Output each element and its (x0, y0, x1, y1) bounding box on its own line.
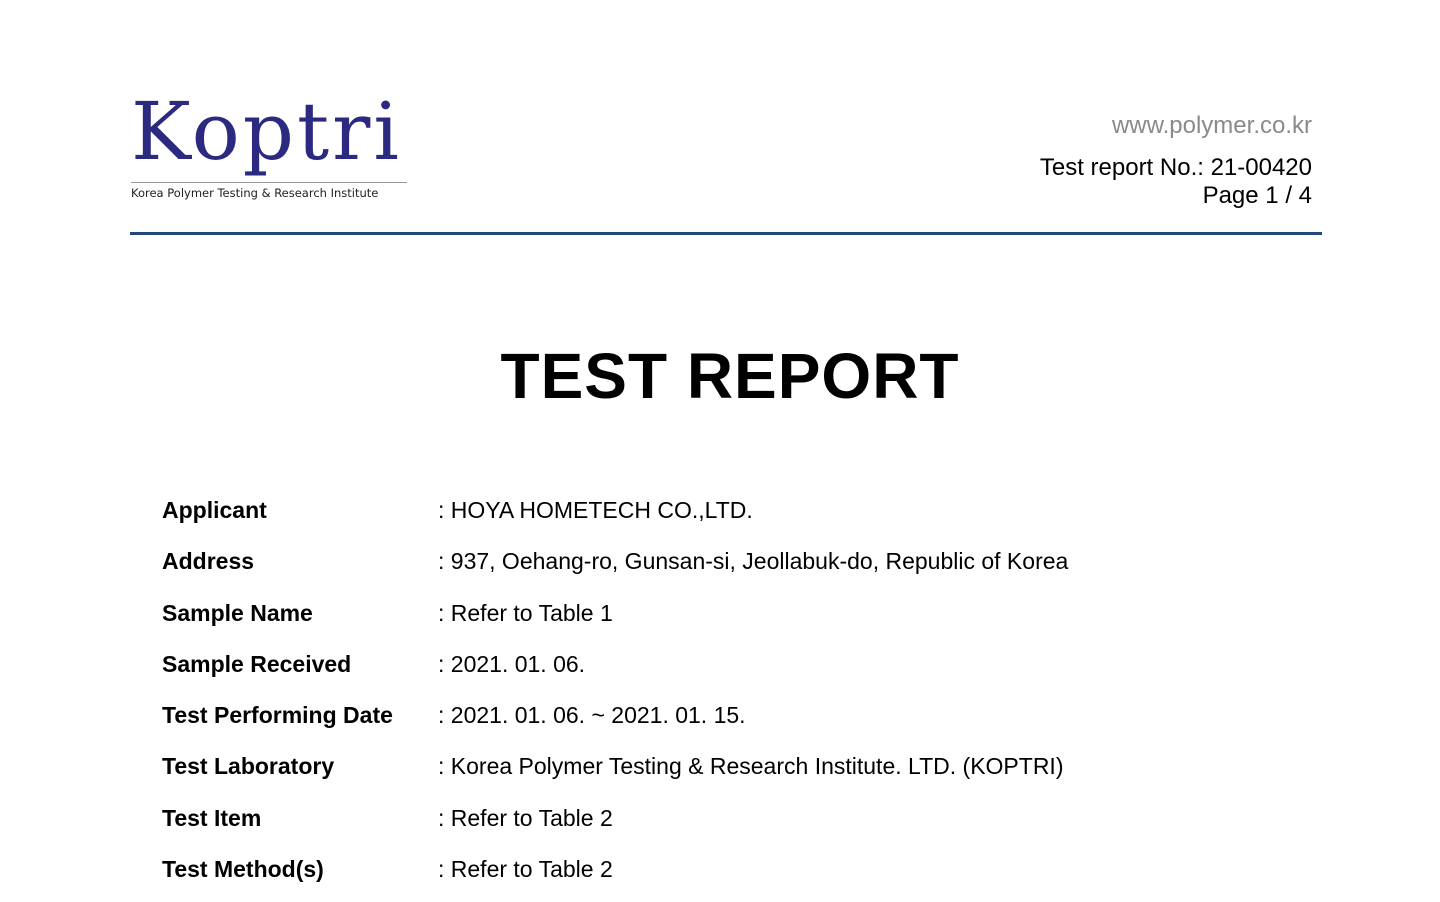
field-label: Sample Name (162, 599, 313, 626)
field-label: Applicant (162, 497, 267, 523)
field-row: Test Item : Refer to Table 2 (162, 800, 1068, 851)
page-title: TEST REPORT (500, 340, 960, 412)
field-value: : 2021. 01. 06. (438, 650, 586, 677)
field-row: Test Laboratory : Korea Polymer Testing &… (162, 748, 1068, 799)
field-value: : 2021. 01. 06. ~ 2021. 01. 15. (438, 702, 746, 729)
website-url: www.polymer.co.kr (1111, 112, 1312, 139)
field-value: : 937, Oehang-ro, Gunsan-si, Jeollabuk-d… (438, 548, 1069, 575)
field-value: : Refer to Table 2 (438, 856, 613, 883)
field-label: Address (162, 548, 255, 575)
report-header-info: www.polymer.co.kr Test report No.: 21-00… (1040, 112, 1312, 210)
field-label: Test Performing Date (162, 702, 393, 729)
field-row: Test Method(s) : Refer to Table 2 (162, 851, 1068, 902)
field-row: Test Performing Date : 2021. 01. 06. ~ 20… (162, 697, 1068, 748)
logo-divider (131, 182, 407, 183)
logo-subtitle: Korea Polymer Testing & Research Institu… (131, 186, 379, 200)
logo-wordmark: Koptri (131, 85, 402, 178)
header-divider (130, 232, 1322, 235)
field-value: : HOYA HOMETECH CO.,LTD. (438, 497, 753, 523)
field-row: Address : 937, Oehang-ro, Gunsan-si, Jeol… (162, 543, 1068, 594)
field-label: Sample Received (162, 650, 352, 677)
field-row: Sample Name : Refer to Table 1 (162, 595, 1068, 646)
field-label: Test Item (162, 804, 262, 831)
report-fields: Applicant : HOYA HOMETECH CO.,LTD. Addres… (162, 492, 1068, 902)
field-value: : Refer to Table 2 (438, 804, 613, 831)
field-row: Applicant : HOYA HOMETECH CO.,LTD. (162, 492, 1068, 543)
field-row: Sample Received : 2021. 01. 06. (162, 646, 1068, 697)
koptri-logo: Koptri Korea Polymer Testing & Research … (131, 86, 407, 200)
field-value: : Refer to Table 1 (438, 599, 613, 626)
report-number: Test report No.: 21-00420 (1039, 154, 1312, 181)
field-label: Test Method(s) (162, 856, 324, 883)
field-value: : Korea Polymer Testing & Research Insti… (438, 753, 1064, 780)
page-number: Page 1 / 4 (1202, 182, 1312, 209)
field-label: Test Laboratory (162, 753, 335, 780)
